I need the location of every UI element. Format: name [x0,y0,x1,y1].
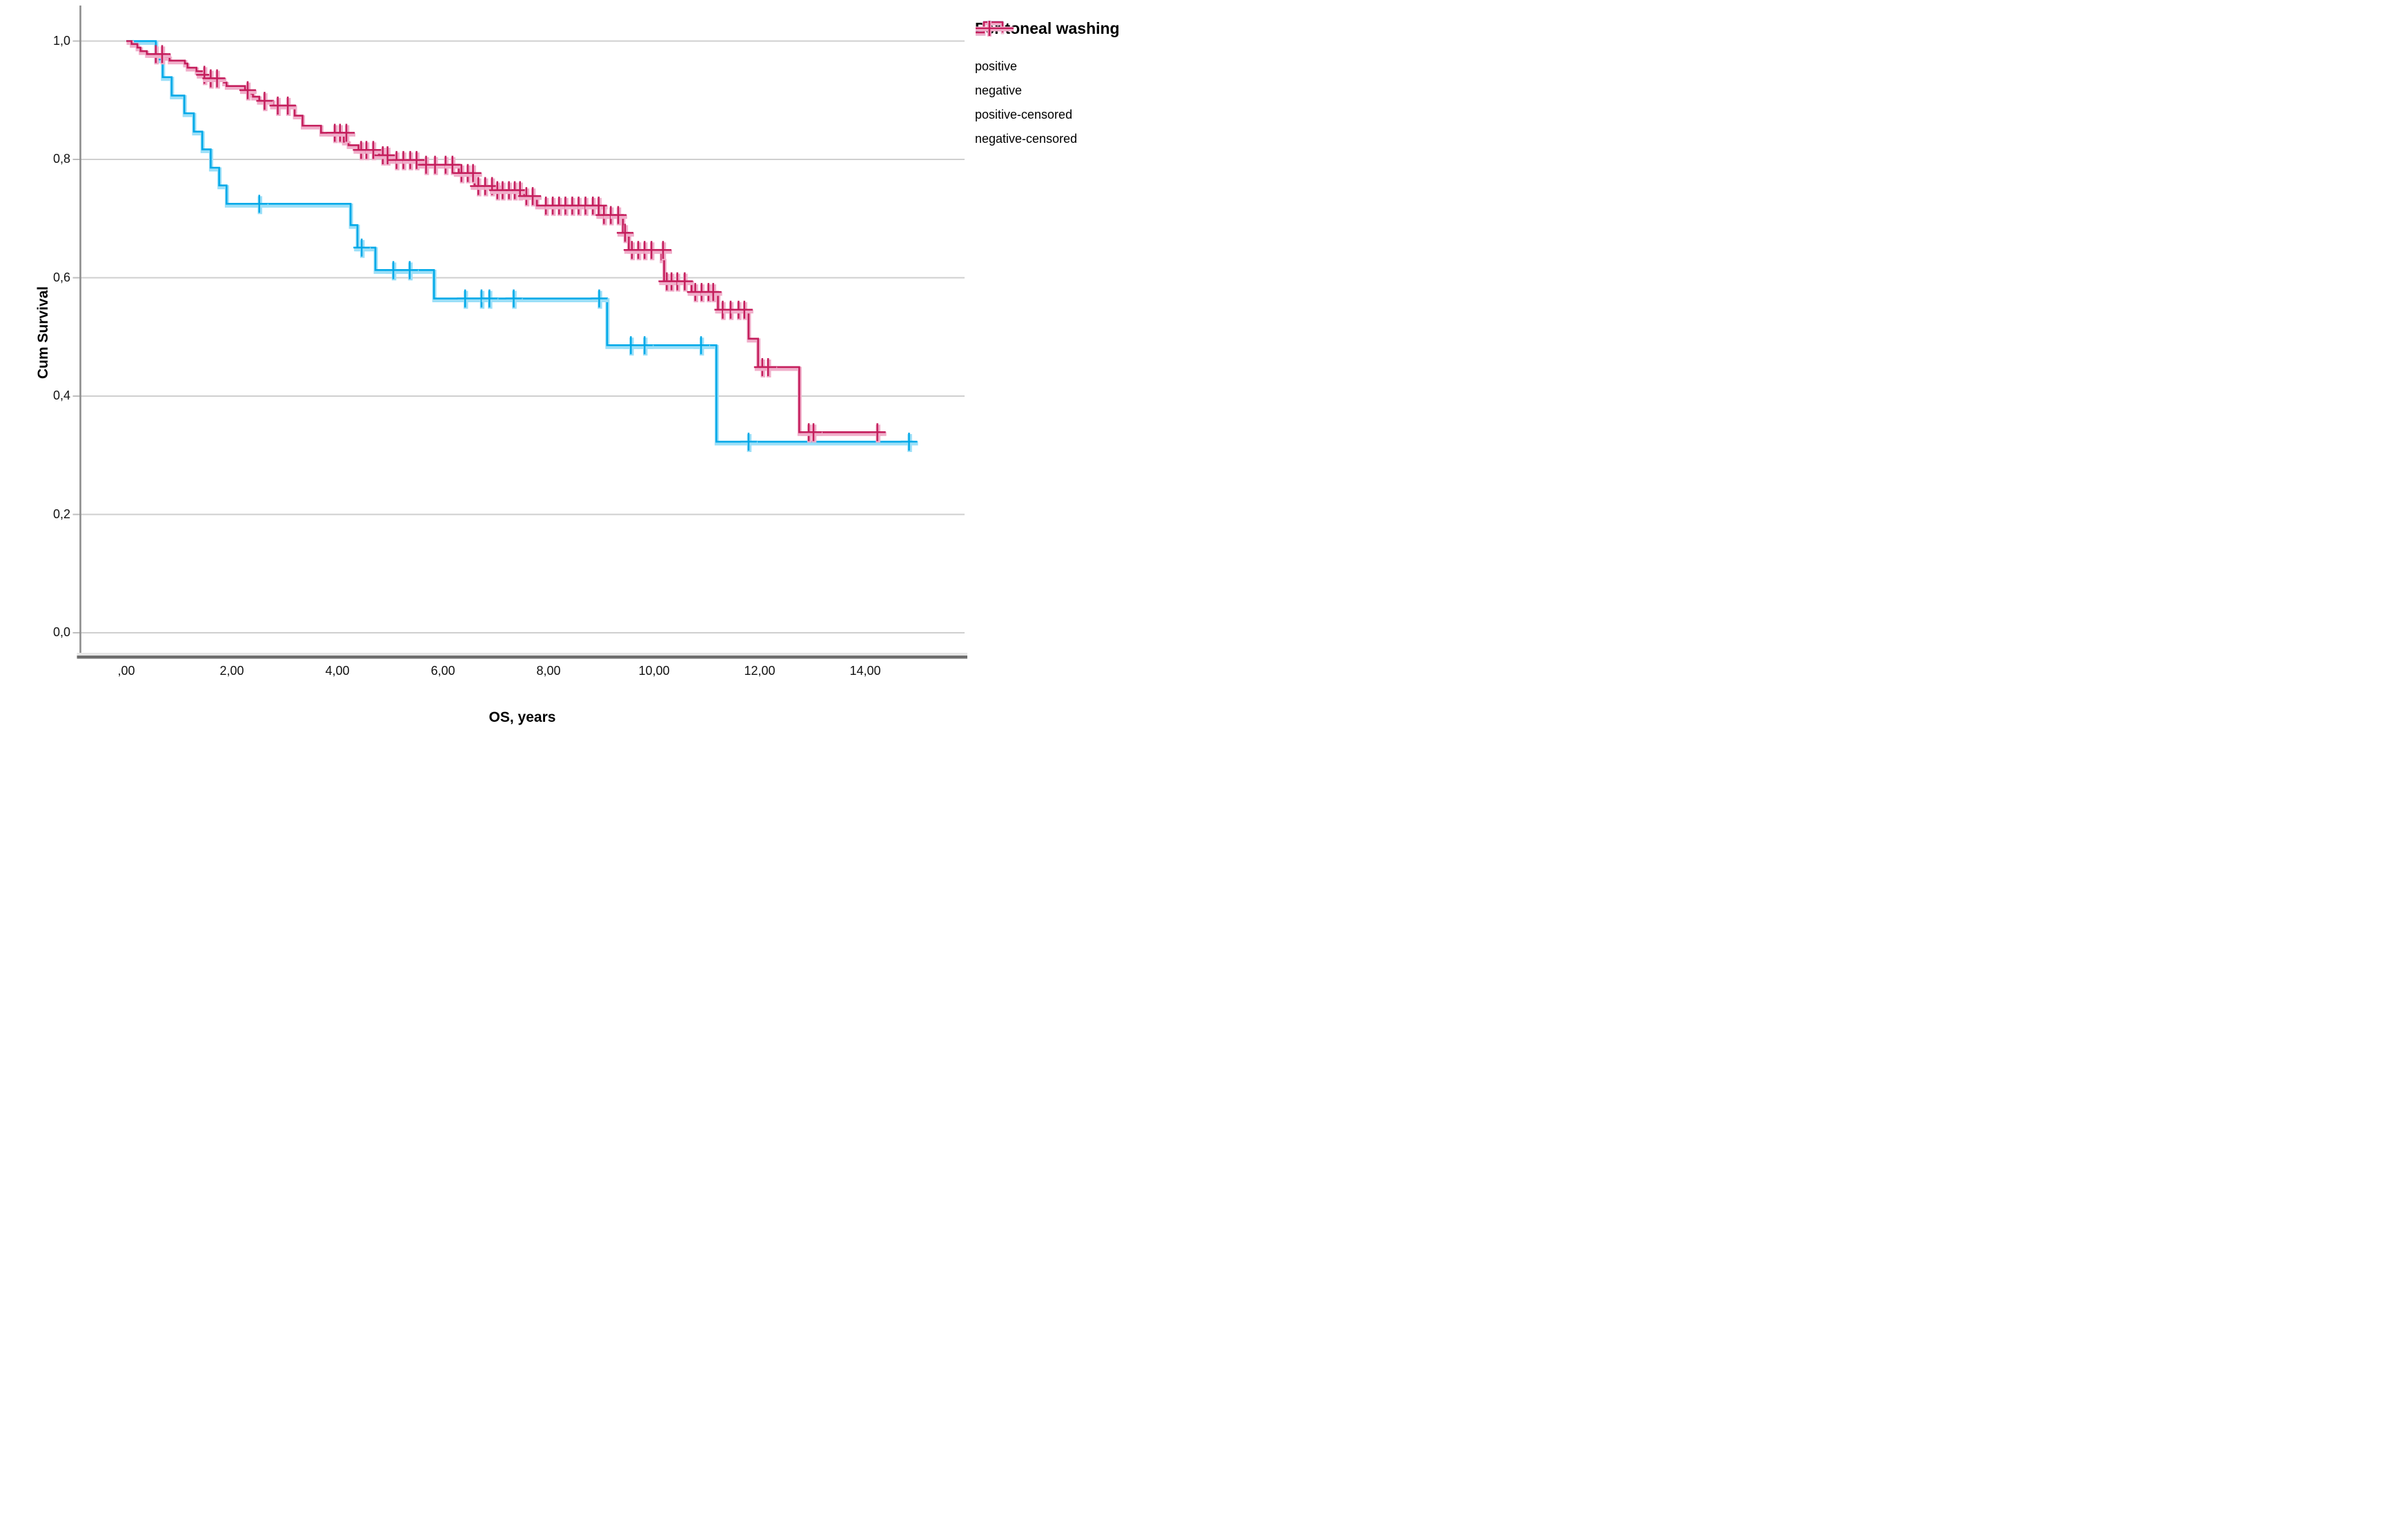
legend-label-negative-censored: negative-censored [975,132,1078,146]
km-survival-chart: ,00 2,00 4,00 6,00 8,00 10,00 12,00 14,00 1,0 0,8… [0,0,1204,757]
x-tick-label: ,00 [117,664,135,678]
negative-censor-marks [147,45,887,443]
legend-item-negative: negative [975,21,1203,103]
axes [72,6,967,659]
legend-label-positive: positive [975,59,1018,73]
y-tick-label: 1,0 [52,33,70,48]
x-tick-label: 8,00 [536,664,561,678]
legend-item-negative-censored: negative-censored [975,21,1203,151]
x-tick-label: 12,00 [744,664,776,678]
x-tick-label: 14,00 [849,664,881,678]
x-tick-label: 6,00 [431,664,455,678]
positive-censor-marks [250,195,918,453]
y-tick-label: 0,2 [52,507,70,521]
x-tick-label: 2,00 [219,664,244,678]
legend-label-positive-censored: positive-censored [975,108,1073,121]
positive-curve [126,40,914,443]
gridlines [80,40,965,633]
x-axis-title: OS, years [488,709,556,725]
km-plot-canvas [72,6,967,659]
x-tick-label: 4,00 [325,664,350,678]
y-axis-title: Cum Survival [35,286,51,380]
negative-censored-cross-swatch-icon [976,21,1014,37]
y-tick-label: 0,0 [52,625,70,639]
legend: Peritoneal washing positive negative pos [975,19,1203,151]
positive-curve-halo [126,41,914,446]
positive-series [126,40,914,446]
y-tick-label: 0,4 [52,389,70,402]
y-tick-label: 0,8 [52,152,70,166]
x-tick-label: 10,00 [638,664,670,678]
legend-label-negative: negative [975,83,1023,97]
x-axis-band-light [77,653,967,656]
y-tick-label: 0,6 [52,270,70,284]
legend-item-positive-censored: positive-censored [975,21,1203,127]
legend-item-positive: positive [975,21,1203,79]
x-axis-line [77,656,967,659]
